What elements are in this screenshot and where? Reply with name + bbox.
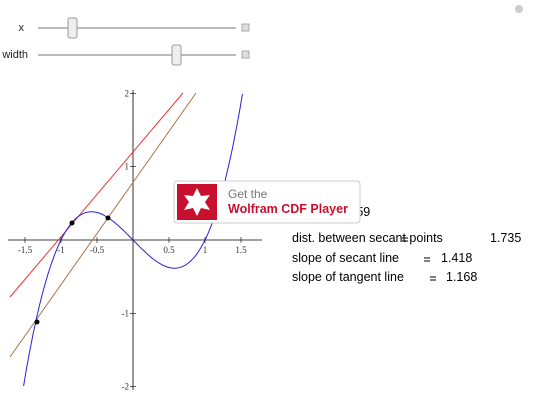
readout-label: slope of tangent line (292, 270, 404, 284)
x-tick-label: -0.5 (90, 245, 105, 255)
x-tick-label: -1.5 (18, 245, 33, 255)
readout-value: 1.168 (446, 270, 477, 284)
slider-thumb[interactable] (171, 44, 182, 66)
logo-star (184, 188, 210, 216)
banner-text[interactable]: Get the (228, 187, 268, 201)
readout-label: dist. between secant points (292, 231, 443, 245)
slider-thumb[interactable] (67, 17, 78, 39)
secant-point (105, 215, 111, 221)
y-tick-label: 2 (125, 88, 130, 98)
y-tick-label: 1 (125, 162, 130, 172)
banner-box[interactable] (173, 180, 361, 224)
tangent-line (9, 92, 184, 298)
y-tick-label: -2 (122, 382, 130, 392)
x-tick-label: 0.5 (163, 245, 175, 255)
y-tick-label: -1 (122, 308, 130, 318)
readout-value: 1.418 (441, 251, 472, 265)
close-button[interactable] (515, 5, 523, 13)
slider-label: x (19, 22, 25, 34)
readout-value: 1.735 (490, 231, 521, 245)
cdf-player-banner[interactable]: Get the Wolfram CDF Player (173, 180, 361, 224)
banner-text[interactable]: Wolfram CDF Player (228, 202, 348, 216)
x-tick-label: 1 (203, 245, 208, 255)
secant-line (9, 92, 197, 358)
secant-point (69, 220, 75, 226)
tangent-point (34, 319, 40, 325)
slider-label: width (1, 49, 28, 61)
x-tick-label: -1 (57, 245, 65, 255)
x-tick-label: 1.5 (235, 245, 247, 255)
readout-label: slope of secant line (292, 251, 399, 265)
slider-expand[interactable] (241, 23, 250, 32)
slider-expand[interactable] (241, 50, 250, 59)
function-curve (23, 93, 243, 387)
